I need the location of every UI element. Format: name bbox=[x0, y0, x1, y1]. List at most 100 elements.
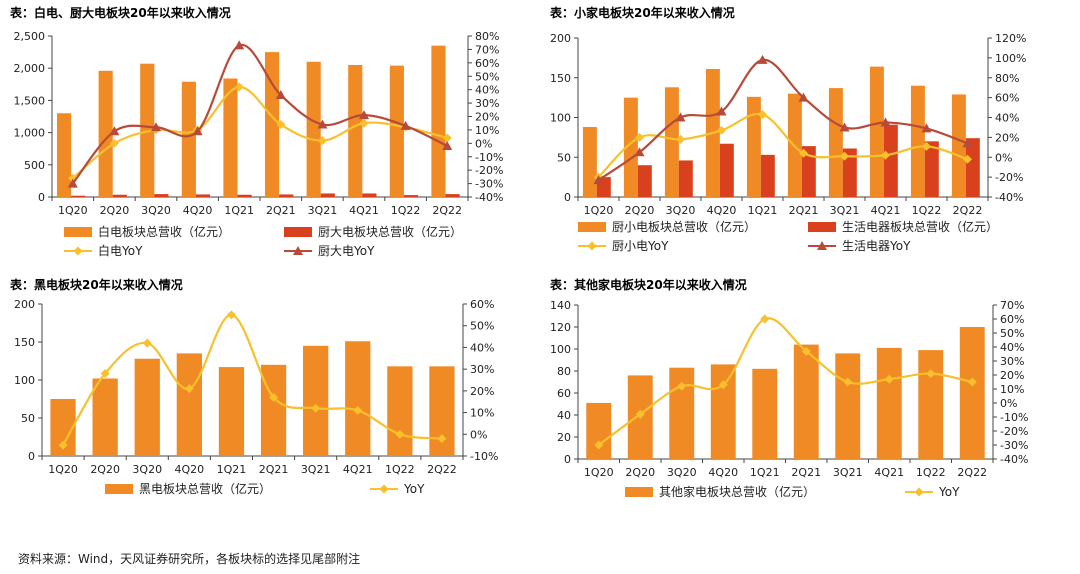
x-tick-label: 1Q20 bbox=[584, 204, 614, 217]
x-tick-label: 4Q21 bbox=[343, 463, 373, 476]
x-tick-label: 1Q20 bbox=[48, 463, 78, 476]
right-tick-label: 10% bbox=[475, 124, 499, 137]
bar bbox=[876, 347, 902, 459]
bar bbox=[710, 364, 736, 459]
data-point bbox=[926, 369, 936, 379]
data-point bbox=[142, 338, 152, 348]
x-tick-label: 3Q20 bbox=[667, 466, 697, 479]
right-tick-label: 0% bbox=[470, 428, 487, 441]
legend-swatch bbox=[284, 227, 312, 237]
data-point bbox=[311, 403, 321, 413]
data-point bbox=[880, 117, 891, 127]
data-point bbox=[359, 110, 369, 120]
right-tick-label: -20% bbox=[995, 171, 1023, 184]
bar bbox=[431, 45, 446, 197]
x-tick-label: 2Q20 bbox=[625, 204, 655, 217]
legend-label: 其他家电板块总营收（亿元） bbox=[659, 484, 815, 499]
data-point bbox=[843, 377, 853, 387]
x-tick-label: 1Q21 bbox=[224, 204, 254, 217]
x-tick-label: 2Q20 bbox=[625, 466, 655, 479]
left-tick-label: 120 bbox=[550, 321, 571, 334]
right-tick-label: 100% bbox=[995, 52, 1026, 65]
bar bbox=[910, 85, 925, 197]
data-point bbox=[67, 178, 78, 188]
left-tick-label: 40 bbox=[557, 409, 571, 422]
data-point bbox=[677, 381, 687, 391]
data-point bbox=[275, 90, 286, 100]
data-point bbox=[269, 392, 279, 402]
source-footnote: 资料来源：Wind，天风证券研究所，各板块标的选择见尾部附注 bbox=[18, 552, 361, 566]
right-tick-label: 30% bbox=[470, 363, 494, 376]
left-tick-label: 500 bbox=[24, 159, 45, 172]
data-point bbox=[716, 106, 727, 116]
legend-label: 厨小电板块总营收（亿元） bbox=[612, 219, 756, 234]
bar bbox=[445, 194, 460, 197]
bar bbox=[320, 193, 335, 197]
left-tick-label: 20 bbox=[557, 431, 571, 444]
x-tick-label: 4Q21 bbox=[871, 204, 901, 217]
data-point bbox=[921, 123, 932, 133]
data-point bbox=[109, 126, 120, 136]
left-tick-label: 60 bbox=[557, 387, 571, 400]
bar bbox=[260, 364, 287, 456]
legend-marker bbox=[817, 241, 827, 250]
data-point bbox=[58, 440, 68, 450]
right-tick-label: 20% bbox=[470, 385, 494, 398]
bar bbox=[306, 61, 321, 198]
legend-label: 厨小电YoY bbox=[612, 239, 669, 253]
bar bbox=[92, 378, 118, 456]
data-point bbox=[760, 314, 770, 324]
bar bbox=[835, 353, 861, 459]
bar bbox=[842, 148, 857, 197]
data-point bbox=[635, 132, 644, 142]
right-tick-label: 10% bbox=[1000, 383, 1024, 396]
x-tick-label: 2Q21 bbox=[266, 204, 296, 217]
x-tick-label: 3Q20 bbox=[141, 204, 171, 217]
right-tick-label: 70% bbox=[1000, 299, 1024, 312]
legend-marker bbox=[914, 487, 924, 497]
bar bbox=[223, 78, 238, 197]
legend-label: 生活电器板块总营收（亿元） bbox=[842, 219, 998, 234]
left-tick-label: 1,500 bbox=[14, 94, 46, 107]
bar bbox=[965, 138, 980, 197]
data-point bbox=[839, 122, 850, 132]
x-tick-label: 2Q22 bbox=[432, 204, 462, 217]
left-tick-label: 0 bbox=[564, 191, 571, 204]
chart-other-appliances: 表：其他家电板块20年以来收入情况020406080100120140-40%-… bbox=[549, 277, 1028, 499]
data-point bbox=[276, 120, 286, 130]
right-tick-label: 50% bbox=[475, 70, 499, 83]
series-line bbox=[598, 317, 973, 446]
legend-label: 白电板块总营收（亿元） bbox=[98, 224, 230, 239]
right-tick-label: 0% bbox=[1000, 397, 1017, 410]
data-point bbox=[676, 134, 685, 144]
bar bbox=[176, 353, 202, 456]
x-tick-label: 4Q20 bbox=[183, 204, 213, 217]
x-tick-label: 2Q22 bbox=[427, 463, 457, 476]
left-tick-label: 50 bbox=[557, 151, 571, 164]
right-tick-label: 80% bbox=[995, 72, 1019, 85]
bar bbox=[951, 94, 966, 197]
x-tick-label: 4Q21 bbox=[874, 466, 904, 479]
legend-marker bbox=[587, 241, 597, 251]
bar bbox=[924, 141, 939, 197]
x-tick-label: 1Q21 bbox=[748, 204, 778, 217]
data-point bbox=[717, 125, 726, 135]
bar bbox=[719, 143, 734, 197]
x-tick-label: 3Q21 bbox=[301, 463, 331, 476]
right-tick-label: -30% bbox=[475, 178, 503, 191]
right-tick-label: -30% bbox=[1000, 439, 1028, 452]
legend-label: YoY bbox=[403, 482, 425, 496]
series-line bbox=[62, 313, 443, 446]
bar bbox=[237, 194, 252, 197]
x-tick-label: 1Q20 bbox=[584, 466, 614, 479]
bar bbox=[637, 165, 652, 197]
x-tick-label: 4Q20 bbox=[707, 204, 737, 217]
chart-white-kitchen-appliances: 表：白电、厨大电板块20年以来收入情况 0 500 1,000 1,500 2,000 2,… bbox=[9, 5, 503, 258]
left-tick-label: 0 bbox=[28, 450, 35, 463]
right-tick-label: 60% bbox=[995, 92, 1019, 105]
right-tick-label: 80% bbox=[475, 30, 499, 43]
series-line bbox=[597, 58, 968, 182]
legend-label: 黑电板块总营收（亿元） bbox=[139, 481, 271, 496]
data-point bbox=[922, 141, 931, 151]
data-point bbox=[840, 151, 849, 161]
